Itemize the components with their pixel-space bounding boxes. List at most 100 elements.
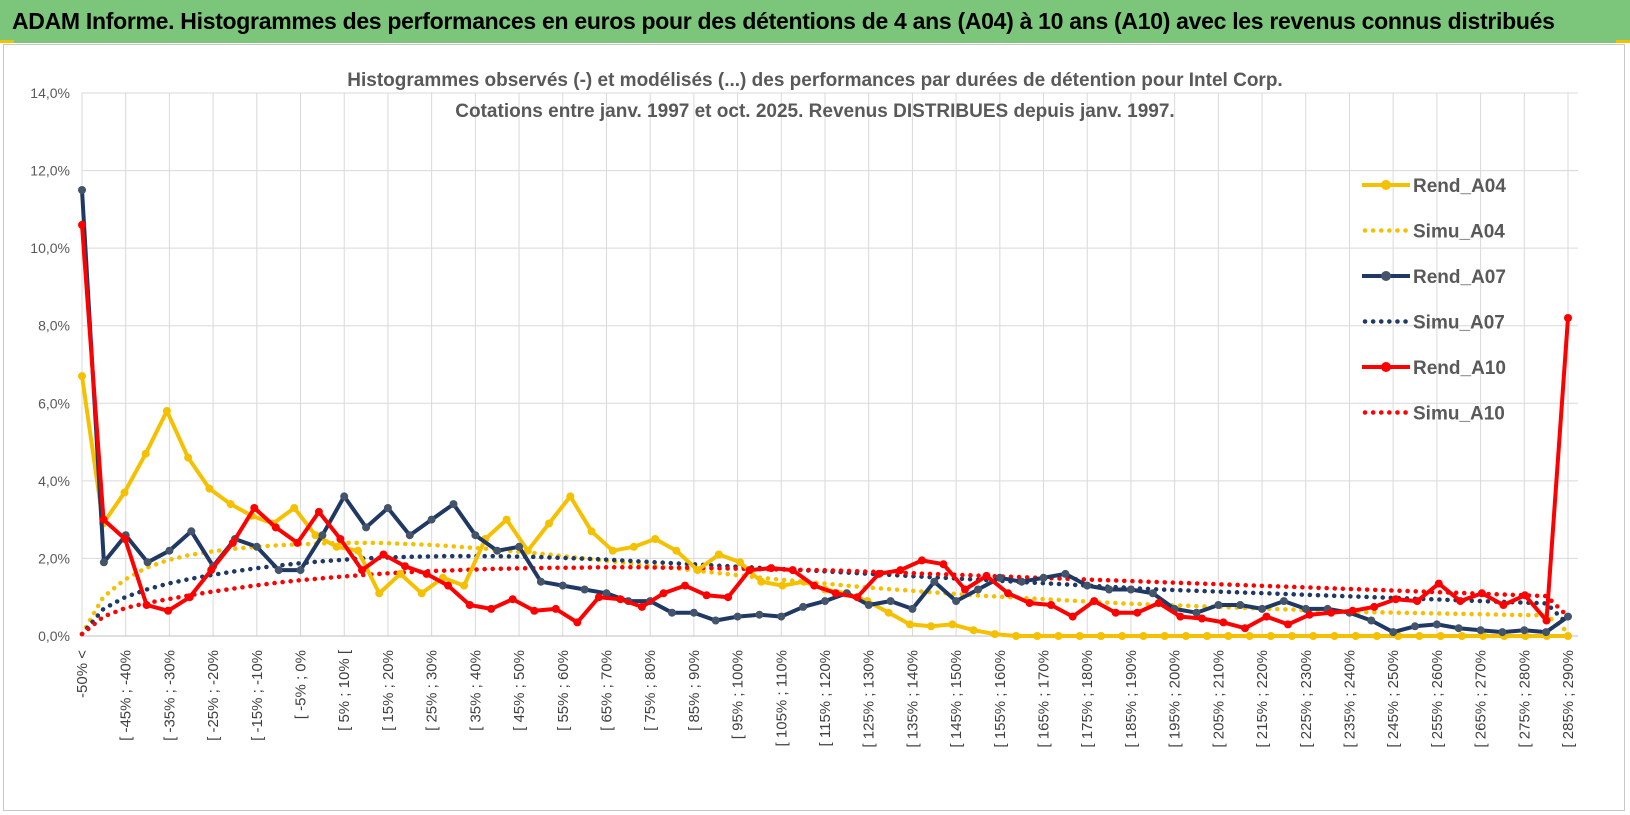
point-Rend_A07 (1083, 581, 1092, 590)
point-Rend_A04 (1203, 632, 1212, 640)
x-axis-ticks: -50% < [ -45% ; -40% [ -35% ; -30% [ -25% ;… (74, 649, 1577, 747)
point-Rend_A10 (401, 562, 409, 571)
point-Rend_A07 (1214, 601, 1223, 609)
point-Rend_A10 (896, 566, 905, 575)
point-Rend_A10 (724, 593, 733, 602)
point-Rend_A04 (141, 449, 150, 458)
point-Rend_A07 (1498, 628, 1507, 637)
point-Rend_A04 (332, 542, 341, 551)
point-Rend_A07 (405, 531, 414, 540)
point-Rend_A10 (917, 556, 926, 565)
point-Rend_A04 (290, 504, 299, 512)
point-Rend_A07 (318, 531, 327, 540)
series-line-Simu_A04 (79, 540, 1571, 637)
point-Rend_A04 (1288, 632, 1296, 640)
point-Rend_A10 (681, 581, 689, 590)
legend-item-Simu_A04: Simu_A04 (1362, 222, 1505, 243)
point-Rend_A04 (1457, 632, 1466, 640)
point-Rend_A04 (608, 546, 617, 555)
point-Rend_A04 (205, 484, 214, 493)
point-Rend_A07 (99, 558, 108, 567)
point-Rend_A04 (778, 581, 787, 590)
point-Rend_A07 (1542, 628, 1551, 637)
x-tick-label: [ 205% ; 210% (1210, 650, 1227, 748)
point-Rend_A10 (314, 507, 323, 516)
point-Rend_A07 (1476, 626, 1485, 635)
point-Rend_A10 (1068, 612, 1077, 621)
point-Rend_A07 (799, 602, 808, 611)
point-Rend_A10 (121, 535, 130, 543)
point-Rend_A10 (573, 618, 582, 627)
point-Rend_A04 (545, 519, 553, 528)
point-Rend_A10 (637, 602, 646, 611)
series-Simu_A10 (79, 565, 1571, 637)
point-Rend_A04 (162, 407, 171, 415)
point-Rend_A04 (1415, 632, 1424, 640)
point-Rend_A10 (271, 523, 280, 532)
y-tick-label: 4,0% (38, 473, 70, 489)
y-tick-label: 12,0% (30, 163, 70, 179)
x-tick-label: [ 85% ; 90% (686, 650, 703, 731)
point-Rend_A07 (449, 500, 458, 509)
point-Rend_A10 (810, 581, 819, 590)
point-Rend_A04 (311, 531, 320, 540)
point-Rend_A07 (143, 558, 152, 567)
x-tick-label: [ 135% ; 140% (904, 650, 921, 748)
x-tick-label: -50% < (74, 650, 91, 698)
point-Rend_A07 (689, 608, 698, 617)
point-Rend_A07 (1411, 622, 1419, 631)
point-Rend_A10 (1176, 612, 1185, 621)
point-Rend_A07 (515, 542, 524, 551)
point-Rend_A10 (982, 571, 991, 580)
series-Simu_A04 (79, 540, 1571, 637)
point-Rend_A10 (250, 504, 259, 512)
point-Rend_A07 (274, 566, 283, 575)
point-Rend_A07 (755, 610, 764, 619)
y-axis-ticks: 0,0% 2,0% 4,0% 6,0% 8,0% 10,0% 12,0% 14,0% (30, 85, 70, 644)
x-tick-label: [ 25% ; 30% (424, 650, 441, 731)
x-tick-label: [ -25% ; -20% (205, 650, 222, 741)
point-Rend_A10 (551, 604, 560, 613)
x-tick-label: [ 65% ; 70% (598, 650, 615, 731)
point-Rend_A10 (874, 569, 883, 578)
report-banner: ADAM Informe. Histogrammes des performan… (0, 0, 1630, 43)
point-Rend_A07 (886, 597, 895, 606)
point-Rend_A10 (659, 589, 668, 598)
point-Rend_A07 (1192, 608, 1201, 617)
chart-legend: Rend_A04 Simu_A04 Rend_A07 Simu_A07 Rend_A10… (1362, 176, 1506, 425)
x-tick-label: [ 185% ; 190% (1123, 650, 1140, 748)
point-Rend_A10 (1413, 597, 1422, 606)
point-Rend_A10 (616, 595, 625, 604)
point-Rend_A10 (961, 585, 969, 594)
point-Rend_A10 (487, 604, 496, 613)
x-tick-label: [ 5% ; 10% [ (336, 649, 353, 731)
point-Rend_A04 (1054, 632, 1063, 640)
point-Rend_A04 (927, 622, 936, 631)
point-Rend_A10 (228, 538, 237, 547)
point-Rend_A07 (1367, 616, 1376, 625)
point-Rend_A07 (1017, 577, 1026, 586)
chart-title-line-1: Histogrammes observés (-) et modélisés (… (347, 70, 1282, 91)
point-Rend_A10 (745, 566, 754, 575)
y-tick-label: 0,0% (38, 628, 70, 644)
point-Rend_A04 (120, 488, 129, 497)
point-Rend_A07 (187, 527, 196, 536)
point-Rend_A07 (296, 566, 305, 575)
point-Rend_A04 (1118, 632, 1127, 640)
series-line-Simu_A10 (79, 565, 1571, 637)
point-Rend_A07 (995, 573, 1004, 582)
y-tick-label: 14,0% (30, 85, 70, 101)
point-Rend_A10 (1391, 595, 1400, 604)
point-Rend_A10 (702, 591, 711, 600)
point-Rend_A10 (1520, 591, 1529, 600)
point-Rend_A10 (1047, 601, 1056, 609)
x-tick-label: [ 175% ; 180% (1079, 650, 1096, 748)
point-Rend_A07 (78, 186, 86, 194)
point-Rend_A07 (1520, 626, 1529, 635)
chart-grid (81, 92, 1578, 637)
x-tick-label: [ 75% ; 80% (642, 650, 659, 731)
point-Rend_A04 (757, 577, 766, 586)
x-tick-label: [ 45% ; 50% (511, 650, 528, 731)
x-tick-label: [ 35% ; 40% (467, 650, 484, 731)
point-Rend_A10 (1305, 610, 1314, 619)
